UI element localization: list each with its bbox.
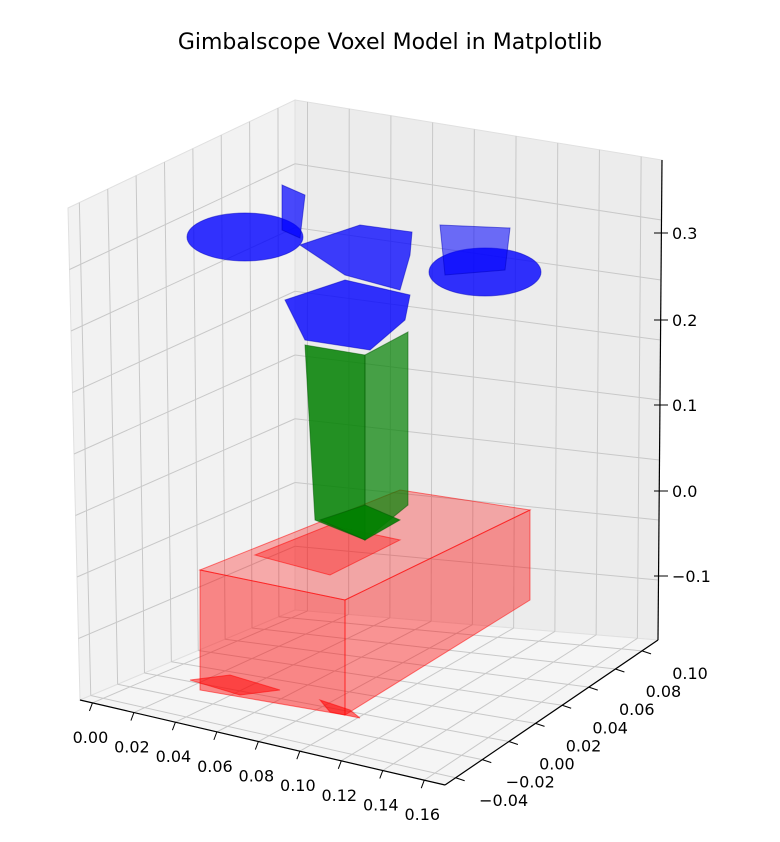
x-tick-label: 0.00 (73, 728, 109, 747)
wall-gridline-z (75, 418, 296, 516)
z-tick-label: 0.3 (672, 224, 697, 243)
x-tick-label: 0.06 (197, 757, 233, 776)
red-base-foot-left (189, 674, 281, 696)
y-tick-mark (561, 704, 572, 709)
x-tick-mark (337, 760, 342, 770)
x-tick-mark (213, 731, 218, 741)
x-axis-line (79, 699, 446, 786)
y-tick-mark (455, 777, 465, 782)
wall-gridline-z (76, 482, 296, 578)
y-tick-mark (588, 686, 598, 691)
floor-gridline-x (258, 624, 473, 742)
z-axis-line (657, 159, 663, 641)
x-tick-mark (254, 741, 259, 750)
y-tick-labels: −0.04−0.020.000.020.040.060.080.10 (455, 650, 708, 810)
x-tick-label: 0.04 (156, 747, 192, 766)
z-tick-label: 0.0 (672, 482, 697, 501)
wall-gridline-z (78, 545, 296, 639)
y-tick-mark (641, 650, 652, 655)
floor-gridline-x (423, 637, 638, 781)
green-shaft-side (364, 331, 409, 542)
floor-gridline-y (198, 650, 563, 706)
y-tick-label: −0.02 (506, 773, 555, 792)
red-base-part (189, 489, 532, 719)
floor-gridline-x (175, 617, 391, 723)
blue-left-disc-hub (281, 184, 306, 239)
x-tick-mark (130, 712, 135, 721)
y-tick-label: 0.10 (672, 664, 708, 683)
x-tick-label: 0.10 (280, 776, 316, 795)
y-tick-mark (535, 722, 545, 727)
x-tick-mark (296, 751, 301, 760)
voxel-model (186, 184, 542, 719)
x-tick-label: 0.14 (363, 796, 399, 815)
x-tick-mark (88, 702, 93, 712)
wall-gridline-z (294, 545, 659, 581)
x-tick-labels: 0.00 0.02 0.04 0.06 0.08 0.10 0.12 0.14 0.16 (73, 702, 440, 824)
y-tick-label: 0.00 (539, 755, 575, 774)
green-shaft-foot (318, 504, 402, 541)
y-tick-label: 0.04 (592, 718, 628, 737)
x-tick-label: 0.16 (404, 805, 440, 824)
y-tick-label: −0.04 (479, 791, 528, 810)
blue-head-part (186, 184, 542, 351)
x-tick-mark (171, 722, 176, 731)
y-tick-label: 0.06 (619, 700, 655, 719)
x-tick-mark (379, 770, 384, 779)
floor-gridline-y (278, 616, 643, 652)
x-tick-mark (420, 779, 425, 789)
floor-gridline-y (251, 627, 616, 670)
floor-gridline-x (341, 631, 556, 762)
blue-head-arm (298, 224, 413, 291)
wall-gridline-z (72, 290, 296, 393)
y-tick-mark (508, 741, 519, 745)
floor-gridline-y (117, 683, 483, 761)
floor-gridline-x (299, 627, 514, 752)
floor-gridline-x (216, 620, 432, 733)
y-tick-mark (615, 668, 625, 673)
wall-gridline-z (73, 354, 296, 455)
floor-gridline-y (225, 638, 589, 688)
z-tick-label: −0.1 (672, 567, 711, 586)
floor-gridline-y (90, 695, 456, 779)
floor-gridline-x (382, 634, 597, 771)
blue-right-disc-hub (439, 224, 511, 276)
blue-head-body (284, 279, 411, 351)
red-base-foot-right (318, 698, 361, 719)
z-tick-label: 0.1 (672, 396, 697, 415)
wall-gridline-z (69, 163, 296, 270)
floor-gridline-y (171, 661, 536, 724)
y-tick-mark (482, 759, 492, 764)
blue-left-disc (186, 212, 304, 262)
chart-title: Gimbalscope Voxel Model in Matplotlib (177, 30, 603, 55)
y-tick-label: 0.02 (566, 736, 602, 755)
x-tick-label: 0.02 (114, 738, 150, 757)
x-tick-label: 0.12 (321, 786, 357, 805)
z-tick-labels: −0.1 0.0 0.1 0.2 0.3 (654, 224, 711, 586)
z-tick-label: 0.2 (672, 311, 697, 330)
wall-gridline-z (294, 163, 662, 221)
axis-lines (79, 159, 663, 786)
green-shaft-part (304, 331, 409, 542)
y-axis-line (444, 639, 659, 786)
floor-gridline-x (133, 613, 349, 714)
y-tick-label: 0.08 (646, 682, 682, 701)
x-tick-label: 0.08 (239, 767, 275, 786)
